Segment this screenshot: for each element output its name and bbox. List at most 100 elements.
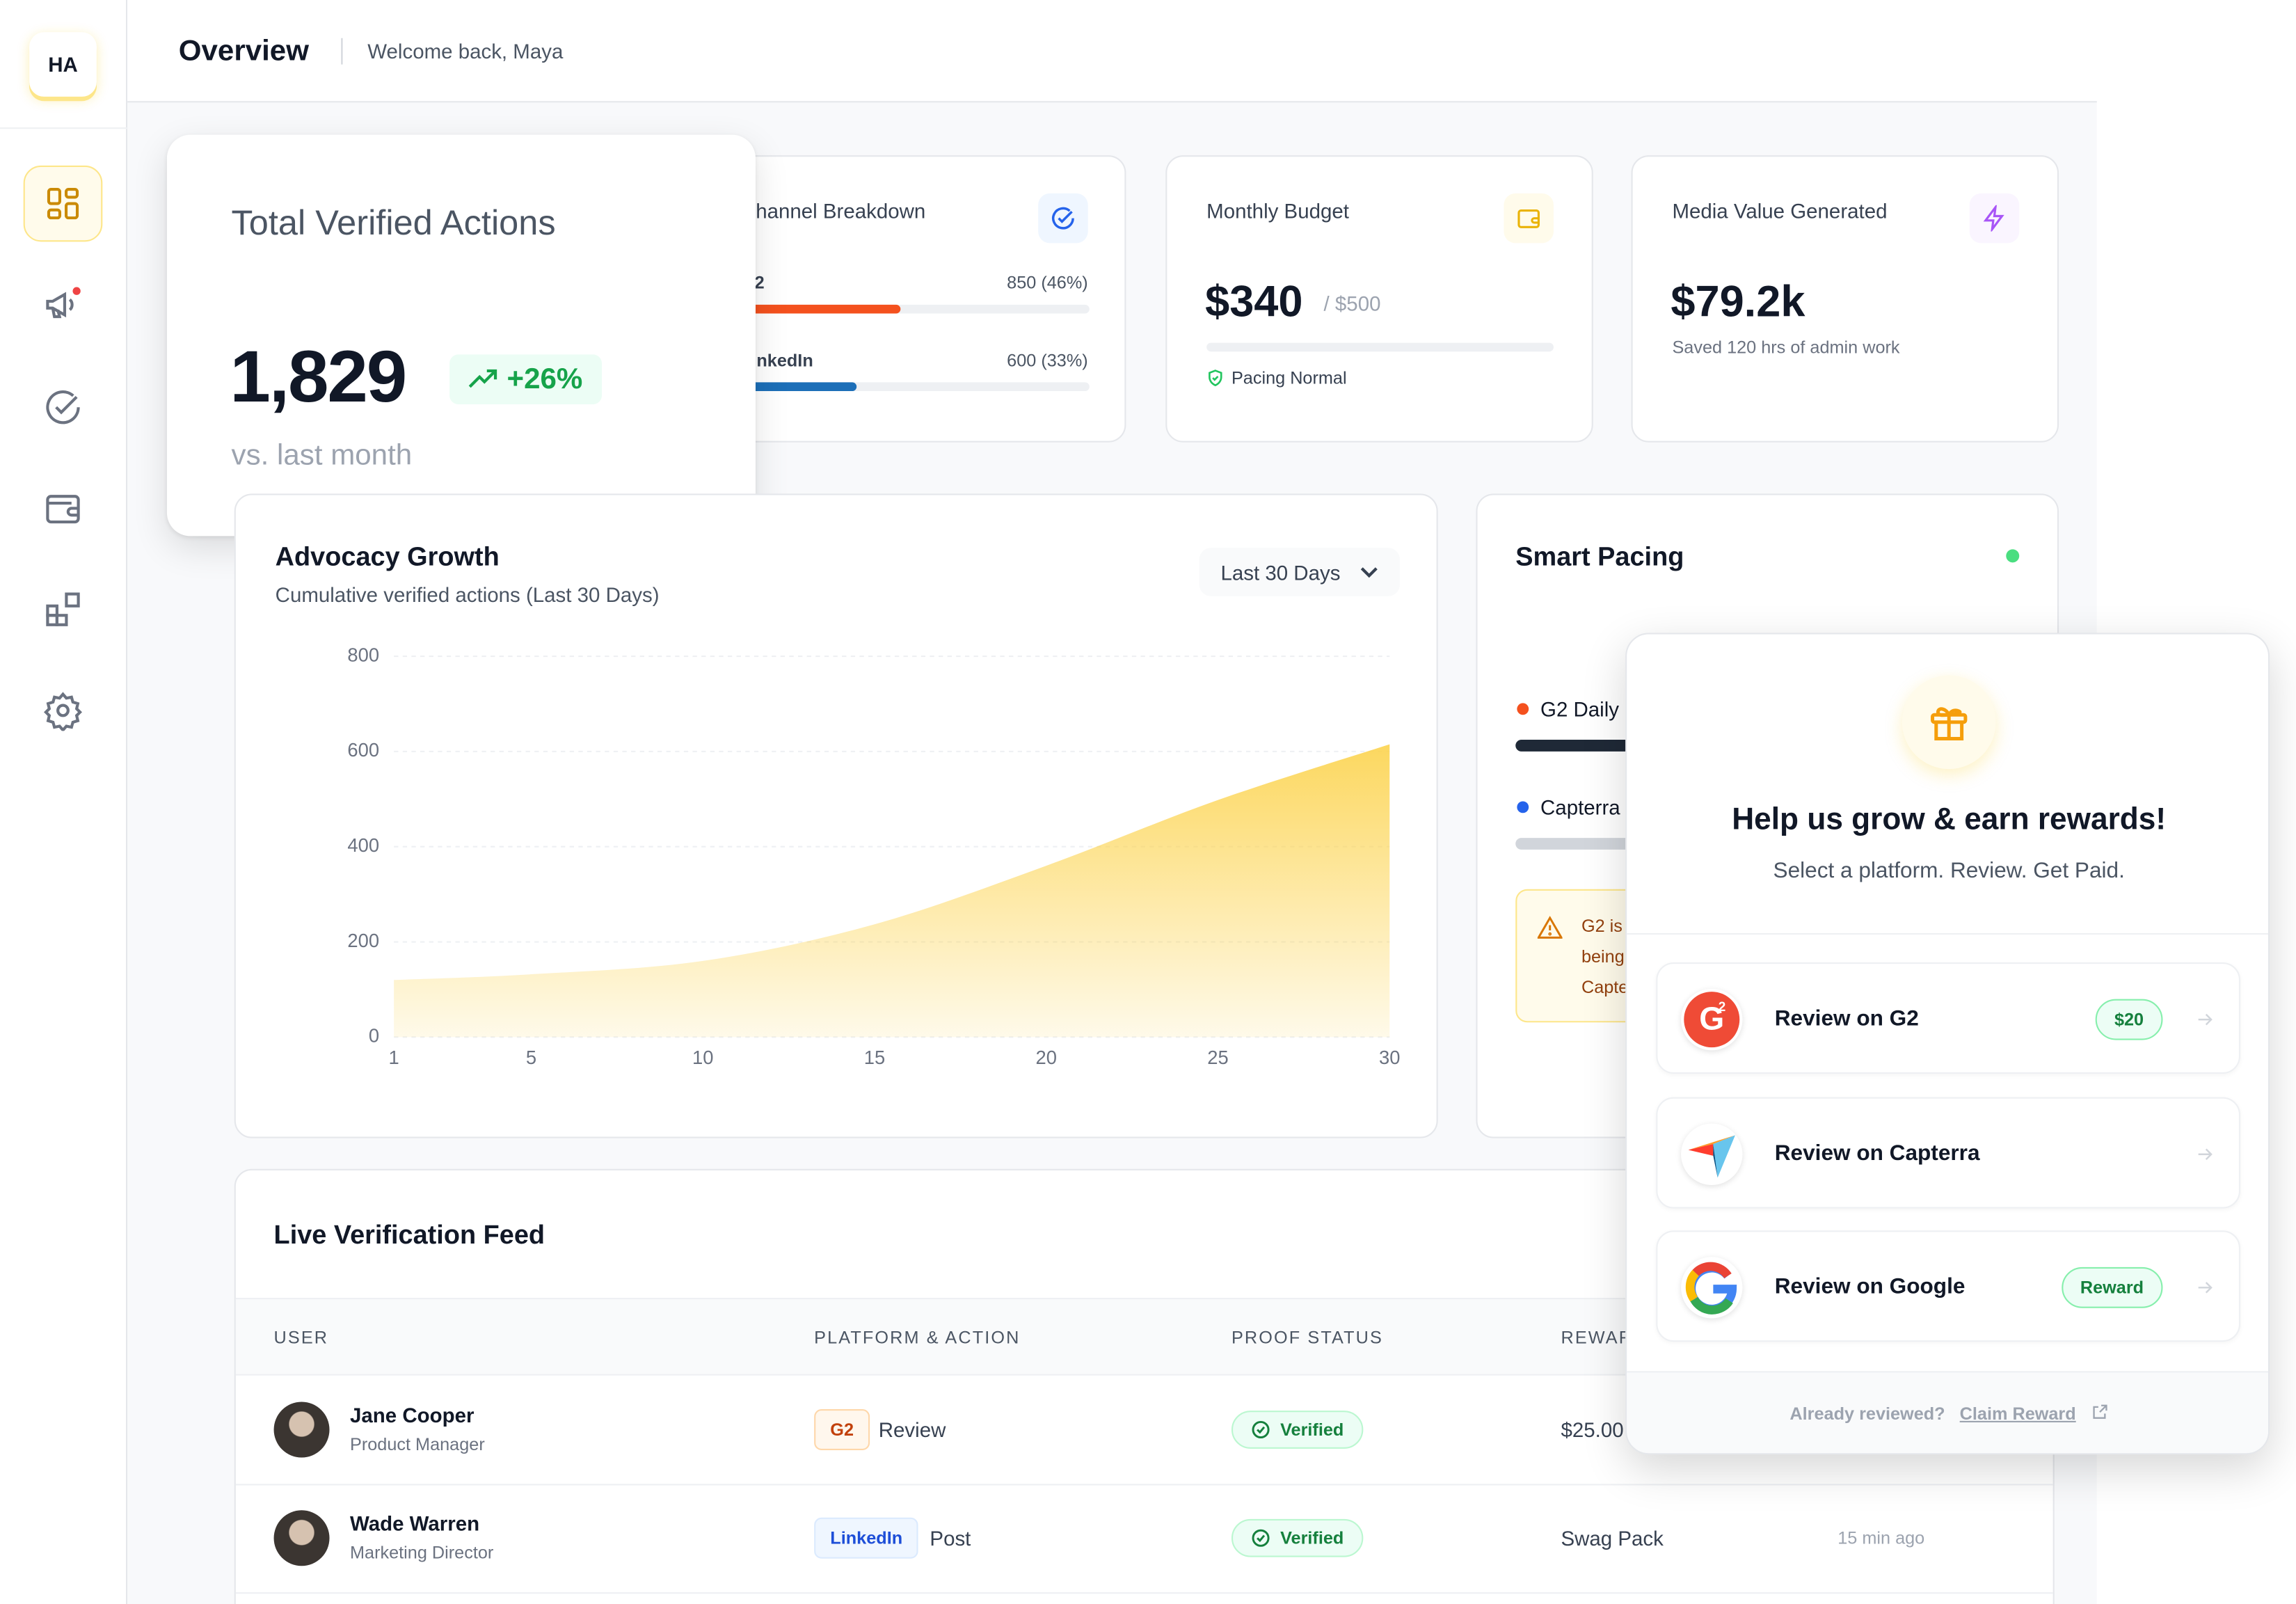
status-pill: Verified: [1231, 1518, 1364, 1557]
channel-track: [740, 382, 1090, 392]
x-tick-label: 25: [1207, 1047, 1228, 1068]
nav-campaigns[interactable]: [24, 267, 103, 342]
icon: [46, 592, 80, 626]
row-divider: [235, 1484, 2053, 1486]
avatar: [273, 1510, 330, 1566]
total-actions-card: Total Verified Actions 1,829 +26% vs. la…: [166, 134, 756, 537]
range-label: Last 30 Days: [1220, 560, 1341, 584]
option-label: Review on Capterra: [1774, 1141, 1980, 1166]
header: [127, 0, 2097, 103]
advocacy-growth-card: Advocacy Growth Cumulative verified acti…: [234, 493, 1438, 1138]
card-icon: [1038, 193, 1088, 244]
logo[interactable]: HA: [29, 32, 97, 97]
alert-text: being: [1581, 946, 1625, 967]
x-tick-label: 20: [1036, 1047, 1057, 1068]
change-badge: +26%: [449, 354, 602, 404]
status-text: Verified: [1280, 1419, 1344, 1440]
greeting: Welcome back, Maya: [367, 39, 564, 63]
x-tick-label: 30: [1379, 1047, 1400, 1068]
budget-track: [1206, 342, 1554, 352]
popup-title: Help us grow & earn rewards!: [1732, 802, 2167, 836]
channel-bar: [740, 382, 856, 392]
divider: [0, 127, 128, 129]
platform-logo: [1681, 1257, 1743, 1319]
card-icon: [1969, 193, 2020, 244]
user-role: Marketing Director: [349, 1542, 494, 1564]
budget-limit: / $500: [1323, 291, 1381, 315]
channel-value: 850 (46%): [1007, 272, 1088, 294]
reward-badge: $20: [2095, 999, 2163, 1040]
gift-icon: [1902, 675, 1996, 770]
option-label: Review on Google: [1774, 1274, 1966, 1300]
card-title: Total Verified Actions: [231, 203, 556, 244]
x-tick-label: 5: [526, 1047, 536, 1068]
status-pill: Verified: [1231, 1411, 1364, 1449]
reward: $25.00: [1561, 1418, 1624, 1442]
user-name: Jane Cooper: [349, 1403, 475, 1427]
arrow: [2195, 1009, 2215, 1037]
media-value: $79.2k: [1671, 278, 1805, 327]
nav-settings[interactable]: [24, 672, 103, 748]
platform-action: Review: [878, 1418, 946, 1442]
channel-breakdown-card: Channel Breakdown G2850 (46%)LinkedIn600…: [699, 155, 1126, 443]
svg-text:G: G: [1699, 1000, 1724, 1036]
x-tick-label: 10: [692, 1047, 713, 1068]
card-title: Monthly Budget: [1206, 199, 1349, 223]
x-tick-label: 1: [389, 1047, 399, 1068]
nav-wallet[interactable]: [24, 470, 103, 546]
card-icon: [1504, 193, 1554, 244]
footer-question: Already reviewed?: [1789, 1403, 1945, 1424]
popup-footer: Already reviewed? Claim Reward: [1627, 1371, 2269, 1454]
card-title: Live Verification Feed: [273, 1220, 545, 1250]
nav-integrations[interactable]: [24, 571, 103, 647]
arrow: [2195, 1278, 2215, 1305]
budget-status: Pacing Normal: [1231, 367, 1347, 388]
icon: [46, 495, 80, 524]
column-header: PLATFORM & ACTION: [814, 1327, 1021, 1348]
nav-dashboard[interactable]: [23, 165, 103, 242]
divider: [341, 38, 343, 65]
platform-badge: LinkedIn: [814, 1517, 919, 1559]
channel-name: G2 Daily: [1540, 697, 1620, 721]
icon: [46, 390, 80, 424]
y-tick-label: 800: [347, 644, 379, 665]
popup-subtitle: Select a platform. Review. Get Paid.: [1773, 858, 2125, 884]
reward: Swag Pack: [1561, 1526, 1664, 1550]
platform-badge: G2: [814, 1409, 870, 1450]
y-tick-label: 600: [347, 739, 379, 761]
platform-action: Post: [930, 1526, 971, 1550]
divider: [1627, 932, 2269, 935]
column-header: USER: [273, 1327, 329, 1348]
page-title: Overview: [178, 35, 309, 68]
card-title: Smart Pacing: [1515, 541, 1684, 571]
nav-verification[interactable]: [24, 369, 103, 445]
range-selector[interactable]: Last 30 Days: [1199, 548, 1400, 596]
svg-text:2: 2: [1719, 1000, 1726, 1015]
review-option[interactable]: G 2 Review on G2 $20: [1656, 962, 2241, 1074]
status-text: Verified: [1280, 1527, 1344, 1549]
claim-reward-link[interactable]: Claim Reward: [1959, 1403, 2076, 1424]
y-tick-label: 0: [369, 1025, 379, 1047]
comparison-note: vs. last month: [231, 439, 413, 472]
alert-text: Capte: [1581, 977, 1629, 998]
card-title: Media Value Generated: [1672, 199, 1888, 223]
monthly-budget-card: Monthly Budget $340 / $500 Pacing Normal: [1165, 155, 1593, 443]
arrow: [2195, 1144, 2215, 1172]
channel-name: Capterra: [1540, 795, 1620, 819]
y-tick-label: 200: [347, 930, 379, 951]
review-option[interactable]: Review on Capterra: [1656, 1097, 2241, 1209]
channel-value: 600 (33%): [1007, 350, 1088, 371]
status-dot: [2006, 549, 2020, 563]
user-role: Product Manager: [349, 1434, 485, 1455]
media-note: Saved 120 hrs of admin work: [1672, 337, 1900, 358]
area: [394, 744, 1390, 1038]
change-value: +26%: [507, 362, 583, 395]
alert-text: G2 is: [1581, 915, 1623, 937]
icon: [46, 287, 81, 319]
review-option[interactable]: Review on Google Reward: [1656, 1230, 2241, 1342]
chart-title: Advocacy Growth: [275, 541, 500, 571]
